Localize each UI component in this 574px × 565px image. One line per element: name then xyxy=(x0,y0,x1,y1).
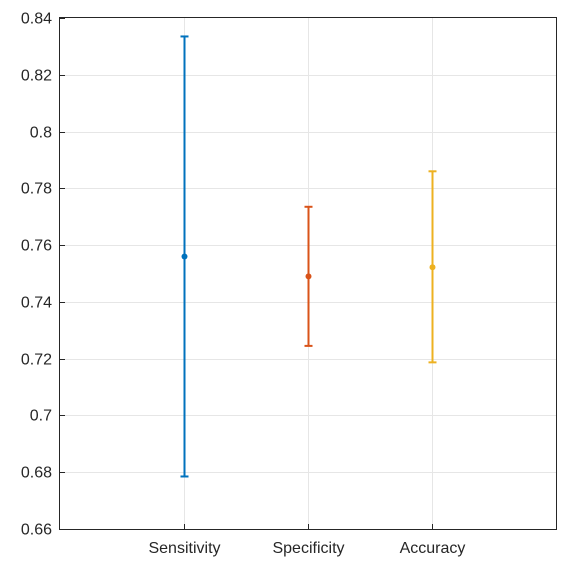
mean-marker xyxy=(181,253,188,260)
y-tick-label: 0.82 xyxy=(21,68,52,85)
y-tick-label: 0.7 xyxy=(30,408,52,425)
errorbar-accuracy xyxy=(428,170,437,364)
mean-marker xyxy=(429,264,436,271)
y-tick-label: 0.68 xyxy=(21,465,52,482)
errorbar-sensitivity xyxy=(180,35,189,478)
plot-area-frame xyxy=(59,17,557,530)
x-tick-label: Accuracy xyxy=(400,540,466,557)
y-tick-label: 0.72 xyxy=(21,352,52,369)
mark-layer xyxy=(180,35,437,478)
errorbar-specificity xyxy=(304,205,313,347)
x-tick-label: Specificity xyxy=(272,540,344,557)
mean-marker xyxy=(305,273,312,280)
y-tick-label: 0.66 xyxy=(21,522,52,539)
y-tick-label: 0.74 xyxy=(21,295,52,312)
x-tick-label: Sensitivity xyxy=(148,540,220,557)
y-tick-label: 0.84 xyxy=(21,11,52,28)
y-tick-label: 0.8 xyxy=(30,125,52,142)
tick-layer: 0.66 0.68 0.7 0.72 0.74 0.76 0.78 0.8 0.82 0.84 Se… xyxy=(21,11,466,558)
y-tick-label: 0.76 xyxy=(21,238,52,255)
y-tick-label: 0.78 xyxy=(21,181,52,198)
